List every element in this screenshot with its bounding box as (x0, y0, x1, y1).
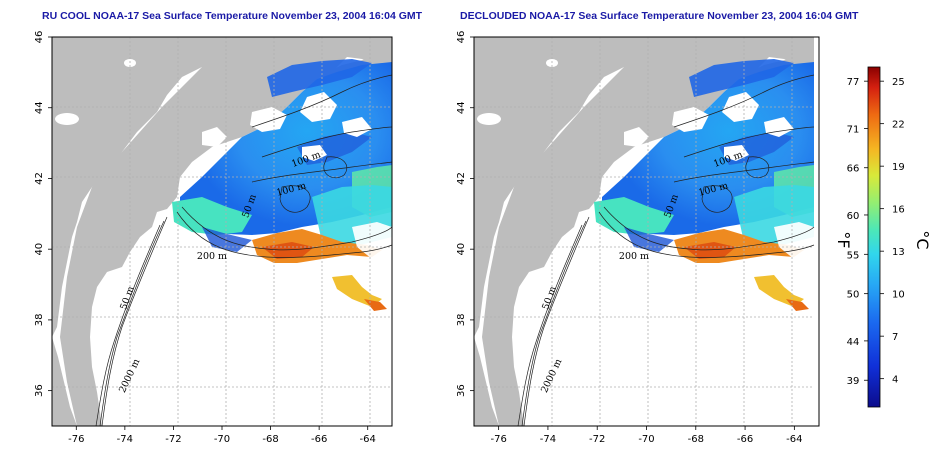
celsius-tick-label: 4 (892, 375, 898, 386)
celsius-tick-label: 19 (892, 162, 905, 173)
right-map-title: DECLOUDED NOAA-17 Sea Surface Temperatur… (460, 10, 859, 22)
fahrenheit-tick-label: 60 (847, 211, 860, 222)
left-lon-tick-label: -72 (165, 434, 181, 445)
fahrenheit-tick-label: 44 (847, 337, 860, 348)
right-lat-tick-label: 42 (456, 172, 467, 185)
left-lat-tick-label: 44 (34, 101, 45, 114)
left-lon-tick-label: -74 (117, 434, 133, 445)
left-map-title: RU COOL NOAA-17 Sea Surface Temperature … (42, 10, 423, 22)
colorbar: 77 71 66 60 55 50 44 39 25 22 19 16 13 10 7 4 °F °C (834, 66, 932, 408)
left-lon-tick-label: -76 (68, 434, 84, 445)
fahrenheit-tick-label: 66 (847, 164, 860, 175)
left-lat-tick-label: 40 (34, 243, 45, 256)
celsius-tick-label: 22 (892, 120, 905, 131)
right-lon-tick-label: -70 (638, 434, 654, 445)
left-lon-tick-label: -68 (262, 434, 278, 445)
right-lon-tick-label: -68 (688, 434, 704, 445)
left-lat-tick-label: 46 (34, 31, 45, 44)
fahrenheit-tick-label: 39 (847, 376, 860, 387)
left-sst-map (51, 36, 393, 427)
left-lat-tick-label: 38 (34, 314, 45, 327)
right-lat-tick-label: 36 (456, 384, 467, 397)
right-sst-map (473, 36, 820, 427)
colorbar-gradient (867, 66, 881, 408)
left-lon-tick-label: -70 (214, 434, 230, 445)
fahrenheit-tick-label: 71 (847, 124, 860, 135)
celsius-tick-label: 7 (892, 332, 898, 343)
right-lat-tick-label: 38 (456, 314, 467, 327)
left-lat-tick-label: 36 (34, 384, 45, 397)
fahrenheit-tick-label: 77 (847, 77, 860, 88)
left-contour-label: 200 m (197, 251, 227, 262)
celsius-tick-label: 13 (892, 247, 905, 258)
right-lon-tick-label: -74 (540, 434, 556, 445)
right-lon-tick-label: -64 (786, 434, 802, 445)
right-lat-tick-label: 44 (456, 101, 467, 114)
right-contour-label: 200 m (619, 251, 649, 262)
fahrenheit-unit-label: °F (834, 231, 853, 248)
right-lon-tick-label: -72 (589, 434, 605, 445)
right-lon-tick-label: -76 (490, 434, 506, 445)
celsius-tick-label: 16 (892, 205, 905, 216)
celsius-unit-label: °C (913, 230, 932, 249)
fahrenheit-tick-label: 50 (847, 290, 860, 301)
celsius-tick-label: 25 (892, 77, 905, 88)
right-lat-tick-label: 46 (456, 31, 467, 44)
right-lon-tick-label: -66 (737, 434, 753, 445)
left-lat-tick-label: 42 (34, 172, 45, 185)
celsius-tick-label: 10 (892, 290, 905, 301)
left-lon-tick-label: -64 (360, 434, 376, 445)
fahrenheit-tick-label: 55 (847, 250, 860, 261)
left-lon-tick-label: -66 (311, 434, 327, 445)
right-lat-tick-label: 40 (456, 243, 467, 256)
